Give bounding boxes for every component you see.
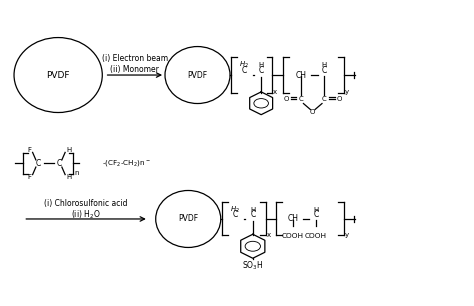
Text: H: H bbox=[322, 62, 327, 68]
Text: H: H bbox=[250, 207, 255, 213]
Text: n: n bbox=[74, 170, 79, 176]
Text: C: C bbox=[299, 96, 303, 102]
Text: x: x bbox=[266, 232, 271, 237]
Text: PVDF: PVDF bbox=[178, 215, 198, 223]
Text: x: x bbox=[273, 89, 277, 95]
Text: $H_2$: $H_2$ bbox=[239, 60, 249, 70]
Text: C: C bbox=[322, 66, 327, 75]
Text: C: C bbox=[258, 66, 264, 75]
Text: -(CF$_2$-CH$_2$)n$^-$: -(CF$_2$-CH$_2$)n$^-$ bbox=[102, 159, 151, 169]
Text: $H_2$: $H_2$ bbox=[230, 205, 240, 215]
Text: C: C bbox=[250, 210, 255, 219]
Text: H: H bbox=[66, 174, 72, 180]
Text: H: H bbox=[258, 62, 264, 68]
Text: C: C bbox=[242, 66, 247, 75]
Text: F: F bbox=[27, 147, 31, 153]
Text: O: O bbox=[310, 109, 315, 115]
Text: C: C bbox=[36, 159, 41, 168]
Text: C: C bbox=[313, 210, 319, 219]
Text: COOH: COOH bbox=[305, 233, 327, 239]
Text: C: C bbox=[57, 159, 62, 168]
Text: F: F bbox=[27, 174, 31, 180]
Text: C: C bbox=[233, 210, 238, 219]
Text: C: C bbox=[322, 96, 327, 102]
Text: O: O bbox=[283, 96, 289, 102]
Text: y: y bbox=[345, 89, 349, 95]
Text: (ii) H$_2$O: (ii) H$_2$O bbox=[71, 208, 101, 221]
Text: COOH: COOH bbox=[282, 233, 304, 239]
Text: PVDF: PVDF bbox=[187, 70, 208, 80]
Text: CH: CH bbox=[287, 215, 298, 223]
Text: O: O bbox=[337, 96, 342, 102]
Text: (i) Electron beam: (i) Electron beam bbox=[102, 54, 168, 63]
Text: CH: CH bbox=[296, 70, 307, 80]
Text: PVDF: PVDF bbox=[46, 70, 70, 80]
Text: SO$_3$H: SO$_3$H bbox=[242, 259, 264, 272]
Text: H: H bbox=[66, 147, 72, 153]
Text: y: y bbox=[345, 232, 349, 237]
Text: H: H bbox=[313, 207, 319, 213]
Text: (ii) Monomer: (ii) Monomer bbox=[110, 65, 159, 74]
Text: (i) Chlorosulfonic acid: (i) Chlorosulfonic acid bbox=[44, 200, 128, 208]
